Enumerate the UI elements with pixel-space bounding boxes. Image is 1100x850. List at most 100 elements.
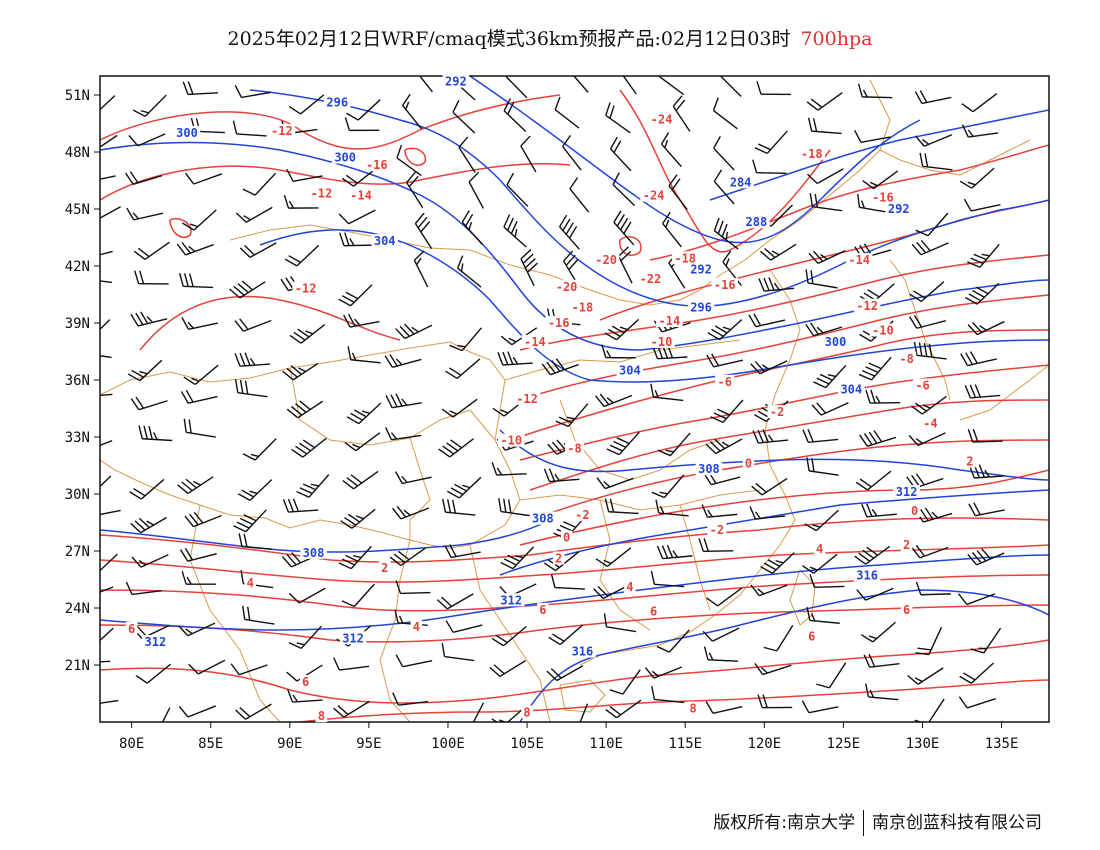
wind-barb <box>857 83 893 99</box>
wind-barb <box>506 172 529 207</box>
height-label-bg <box>743 215 770 229</box>
wind-barb <box>609 136 632 172</box>
temperature-label: -24 <box>643 189 665 203</box>
height-label: 284 <box>730 175 752 189</box>
wind-barb <box>860 621 896 643</box>
lat-tick-label: 36N <box>65 373 90 389</box>
temperature-label: -14 <box>350 189 372 203</box>
temperature-label-bg <box>845 253 873 267</box>
wind-barb <box>497 351 533 366</box>
height-label-bg <box>822 334 849 348</box>
wind-barb <box>130 516 167 534</box>
wind-barb <box>858 356 892 381</box>
temperature-label-bg <box>268 124 296 137</box>
temp-contour-12c <box>519 294 1049 401</box>
wind-barb <box>333 700 370 718</box>
wind-barb <box>100 206 121 219</box>
wind-barb <box>750 360 788 375</box>
wind-barb <box>816 662 847 689</box>
wind-barb <box>541 358 579 376</box>
wind-barb <box>413 250 429 288</box>
temperature-label: 0 <box>911 504 918 518</box>
temperature-label-bg <box>347 188 375 202</box>
wind-barb <box>179 547 217 562</box>
temperature-label-bg <box>565 441 584 455</box>
temperature-label: -10 <box>500 434 522 448</box>
wind-barb <box>235 703 272 720</box>
wind-barb <box>234 84 272 99</box>
wind-barb <box>288 625 322 650</box>
wind-barb <box>183 418 216 438</box>
province-lines-4 <box>599 499 651 631</box>
height-label-bg <box>616 363 644 377</box>
wind-barb <box>967 243 1000 268</box>
temperature-label: -12 <box>271 124 293 138</box>
wind-barb <box>914 698 945 722</box>
latitude-axis: 21N 24N 27N 30N 33N 36N 39N 42N 45N 48N 51N <box>65 88 100 674</box>
wind-barb <box>178 622 216 637</box>
height-label: 296 <box>326 96 348 110</box>
wind-barb <box>809 574 845 589</box>
lon-tick-label: 125E <box>827 736 861 752</box>
wind-barb <box>491 705 527 722</box>
wind-barb <box>862 170 899 190</box>
wind-barb <box>913 341 947 360</box>
lon-tick-label: 120E <box>747 736 781 752</box>
wind-barb <box>182 81 218 96</box>
wind-barb <box>968 502 1005 517</box>
temperature-label-bg <box>315 709 328 723</box>
wind-barb <box>650 383 684 402</box>
temperature-label-bg <box>853 298 881 312</box>
lat-tick-label: 39N <box>65 316 90 332</box>
wind-barb <box>181 570 217 585</box>
wind-barb <box>161 707 171 722</box>
wind-barb <box>468 171 484 209</box>
height-label-bg <box>173 125 201 139</box>
wind-barb <box>915 626 943 656</box>
wind-barb <box>234 352 271 367</box>
wind-barb <box>500 546 535 570</box>
wind-barb <box>754 662 792 676</box>
wind-barb <box>806 457 839 476</box>
wind-barb <box>235 206 273 223</box>
wind-barb <box>100 660 111 663</box>
wind-barb <box>865 389 901 404</box>
wind-barb <box>707 319 743 341</box>
wind-barb <box>698 538 734 553</box>
temperature-label-bg <box>920 416 940 430</box>
temperature-label-bg <box>572 507 592 521</box>
height-label-bg <box>371 234 398 248</box>
wind-barb <box>445 620 483 633</box>
temperature-label: 4 <box>247 576 254 590</box>
wind-barb <box>807 117 842 135</box>
wind-barb <box>756 81 791 96</box>
height-label: 308 <box>532 512 554 526</box>
temp-contour-4 <box>529 439 1049 521</box>
wind-barb <box>802 553 838 574</box>
wind-barb <box>959 662 994 684</box>
temperature-label: 0 <box>745 457 752 471</box>
height-label-bg <box>838 382 865 396</box>
height-contour-316 <box>519 589 1049 722</box>
title-level: 700hpa <box>800 28 873 50</box>
height-label: 292 <box>888 202 910 216</box>
province-lines-5 <box>679 504 711 611</box>
wind-barb <box>554 96 580 129</box>
coast-east <box>579 269 801 666</box>
wind-barb <box>555 403 589 428</box>
wind-barb <box>712 97 738 130</box>
wind-barb <box>288 94 325 115</box>
wind-barb <box>606 431 640 456</box>
wind-barbs <box>100 76 1005 722</box>
wind-barb <box>651 685 685 704</box>
wind-barb <box>498 497 531 517</box>
wind-barb <box>713 136 735 171</box>
lat-tick-label: 24N <box>65 601 90 617</box>
temp-contour-p6b <box>100 639 1049 704</box>
temperature-label-bg <box>244 576 257 590</box>
wind-barb <box>859 430 897 447</box>
wind-barb <box>543 468 580 483</box>
wind-barb <box>579 703 589 722</box>
height-label-bg <box>339 631 367 645</box>
